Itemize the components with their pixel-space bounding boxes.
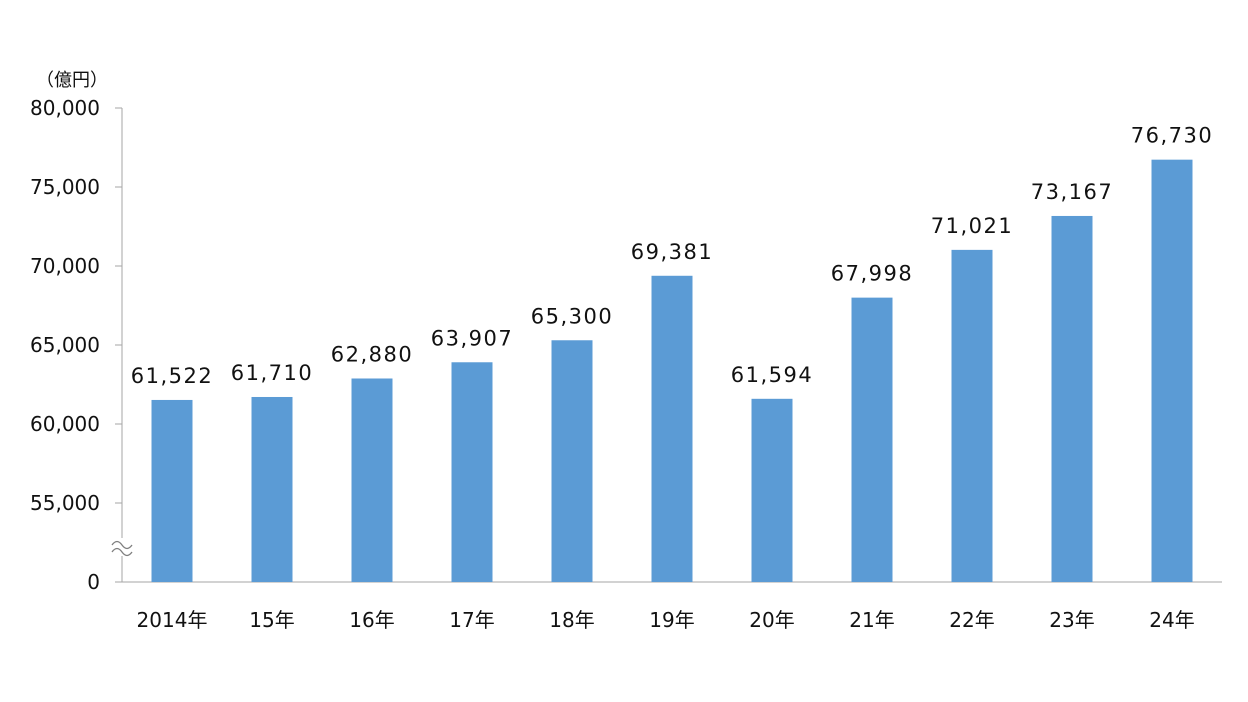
bar [951, 249, 993, 582]
bar [1151, 159, 1193, 582]
y-tick-label: 80,000 [30, 96, 100, 120]
bar [851, 297, 893, 582]
x-tick-label: 20年 [749, 608, 794, 632]
data-label: 61,522 [131, 364, 213, 388]
bar [351, 378, 393, 582]
x-axis-labels: 2014年 15年 16年 17年 18年 19年 20年 21年 22年 23年 24年 [137, 608, 1195, 632]
bar [751, 398, 793, 582]
axis-break-wave [111, 540, 133, 550]
x-tick-label: 22年 [949, 608, 994, 632]
bar [251, 396, 293, 582]
y-tick-label: 65,000 [30, 333, 100, 357]
axis-break-mask [113, 538, 131, 556]
x-tick-label: 24年 [1149, 608, 1194, 632]
axis-break-wave [111, 547, 133, 557]
x-tick-label: 2014年 [137, 608, 208, 632]
bar [451, 362, 493, 582]
y-tick-label: 60,000 [30, 412, 100, 436]
x-tick-label: 17年 [449, 608, 494, 632]
data-labels: 61,522 61,710 62,880 63,907 65,300 69,381 61,5… [131, 124, 1213, 388]
y-tick-label: 55,000 [30, 491, 100, 515]
data-label: 65,300 [531, 304, 613, 328]
x-tick-label: 15年 [249, 608, 294, 632]
data-label: 69,381 [631, 240, 713, 264]
x-tick-label: 16年 [349, 608, 394, 632]
bar [651, 275, 693, 582]
data-label: 76,730 [1131, 124, 1213, 148]
data-label: 62,880 [331, 342, 413, 366]
bar [1051, 215, 1093, 582]
y-unit-label: （億円） [36, 70, 108, 91]
data-label: 61,594 [731, 363, 813, 387]
y-tick-label: 0 [87, 570, 100, 594]
data-label: 67,998 [831, 262, 913, 286]
x-tick-label: 21年 [849, 608, 894, 632]
y-axis: 55,000 60,000 65,000 70,000 75,000 80,000 0 [30, 96, 1222, 594]
data-label: 61,710 [231, 361, 313, 385]
x-tick-label: 18年 [549, 608, 594, 632]
x-tick-label: 23年 [1049, 608, 1094, 632]
bar [151, 399, 193, 582]
bar [551, 340, 593, 582]
data-label: 63,907 [431, 326, 513, 350]
y-tick-label: 75,000 [30, 175, 100, 199]
data-label: 71,021 [931, 214, 1013, 238]
y-tick-label: 70,000 [30, 254, 100, 278]
bars [151, 159, 1193, 582]
axis-break-icon [111, 538, 133, 557]
data-label: 73,167 [1031, 180, 1113, 204]
x-tick-label: 19年 [649, 608, 694, 632]
